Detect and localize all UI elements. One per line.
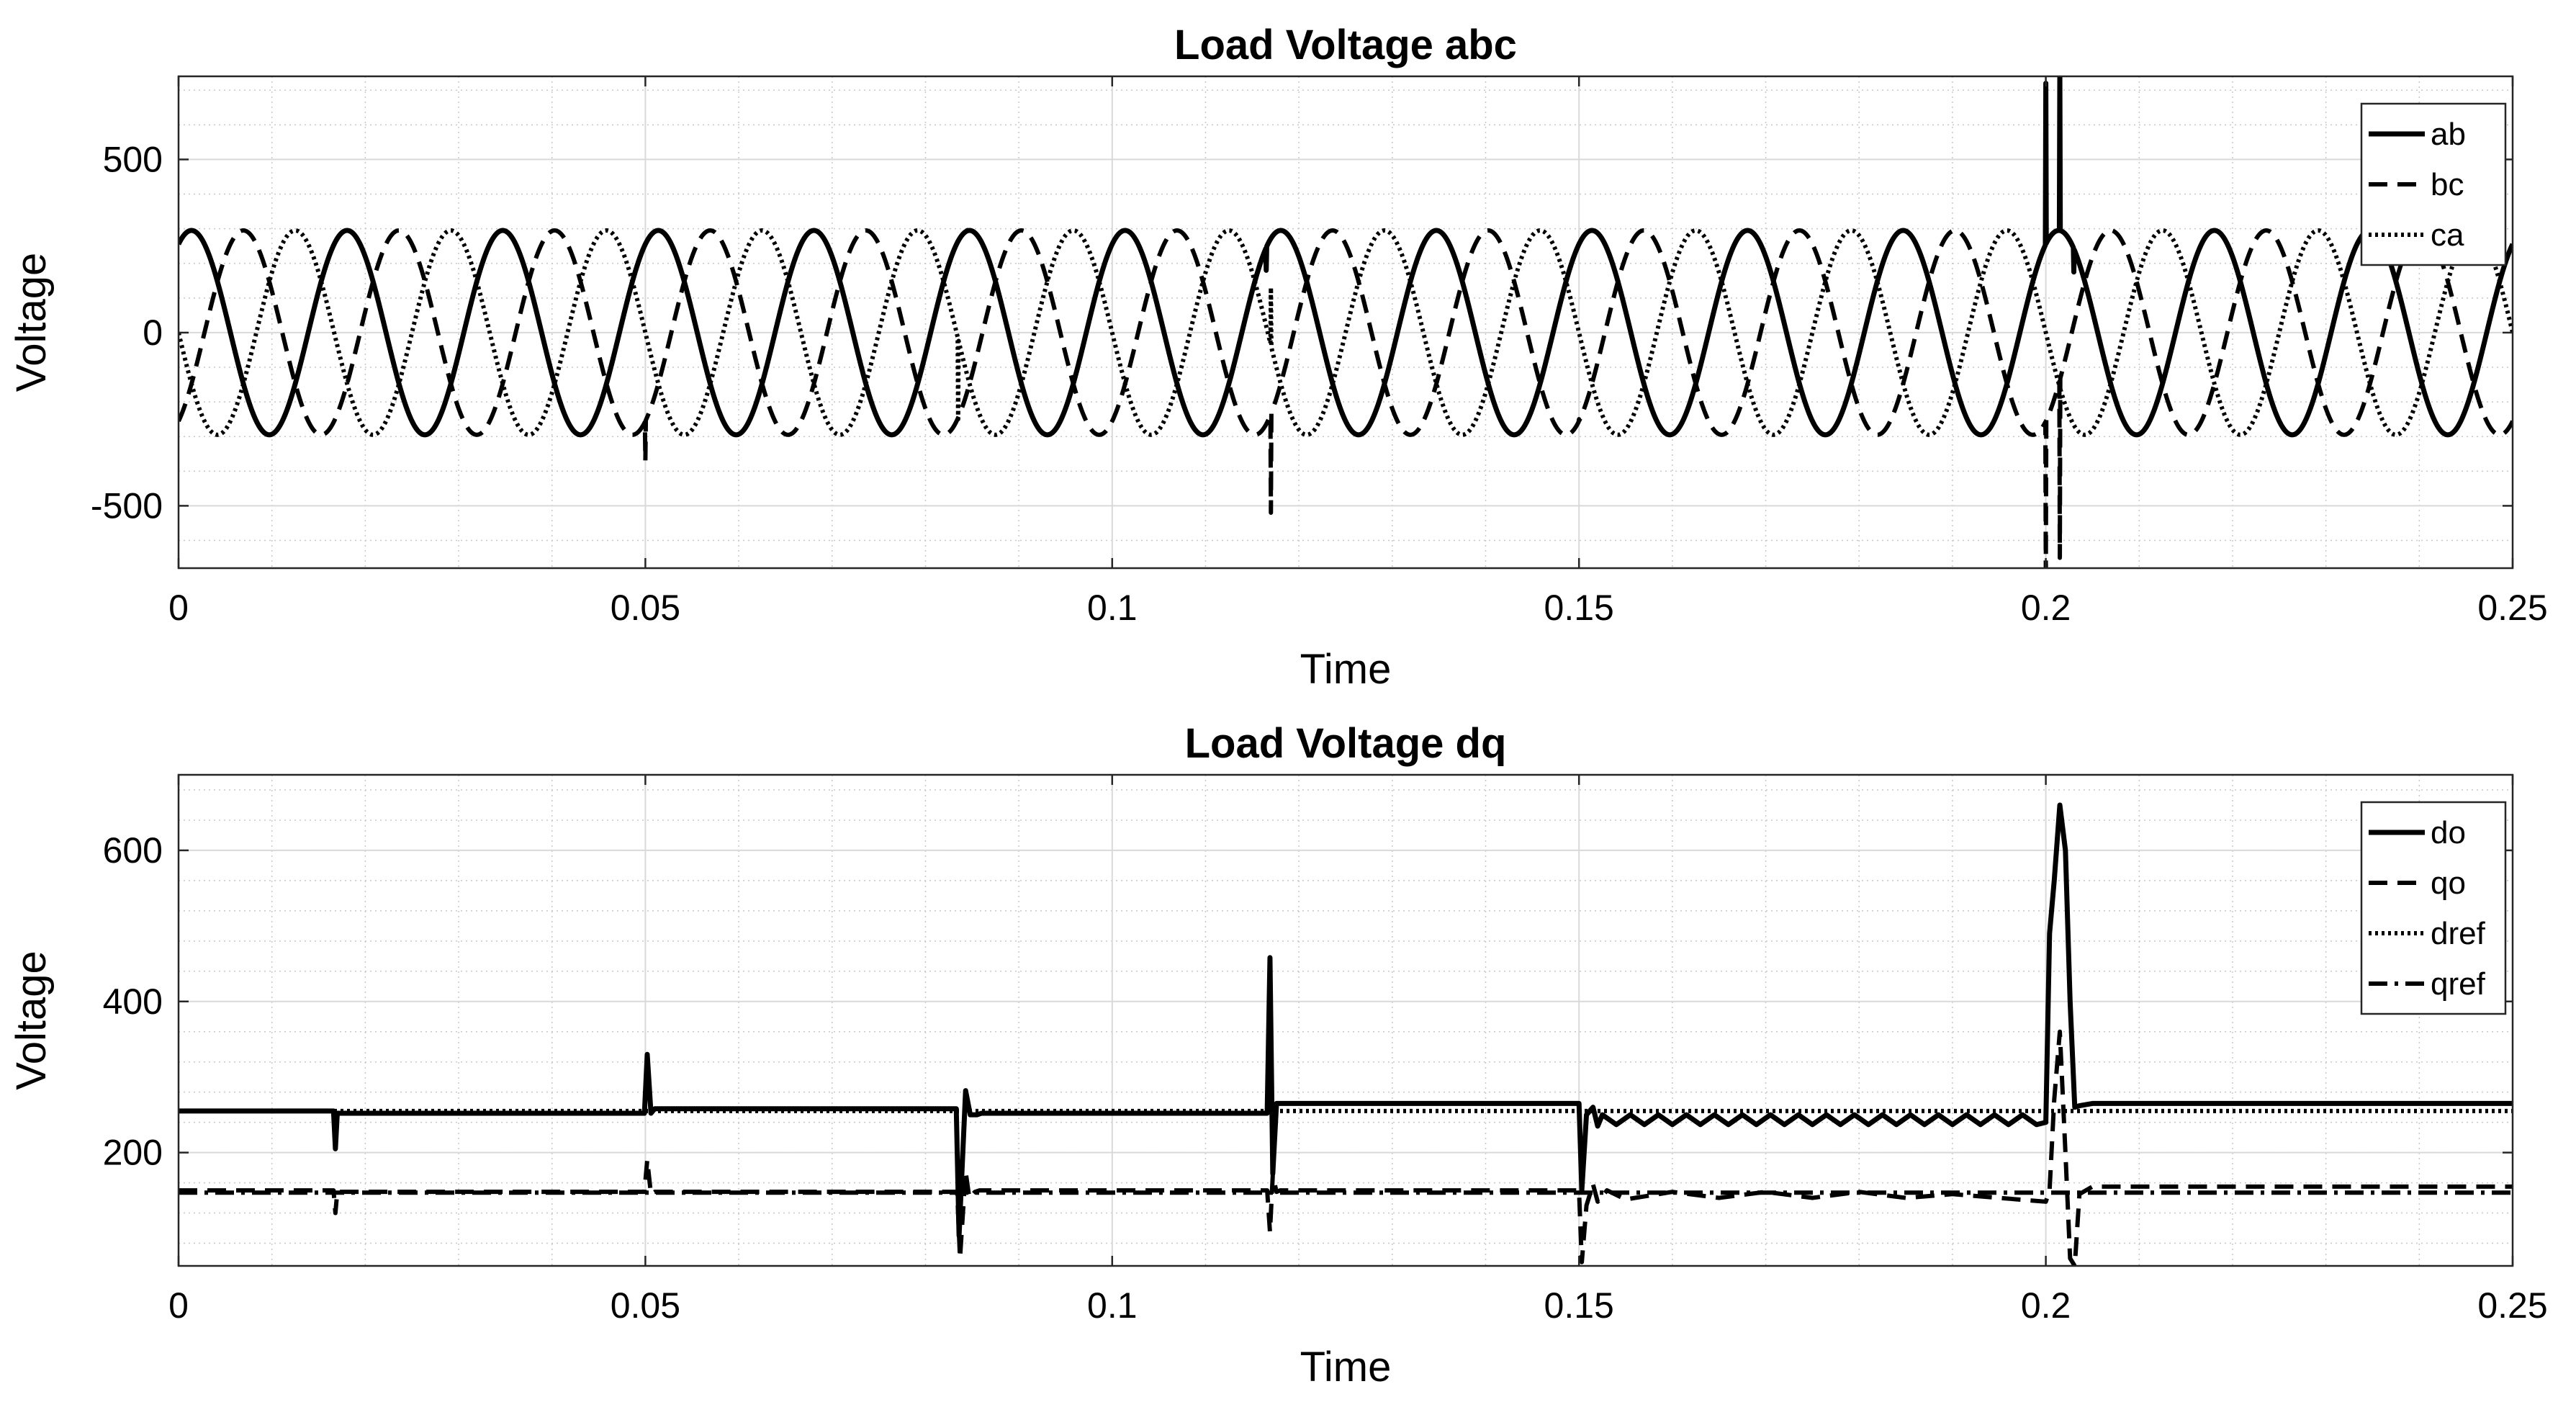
x-tick-label: 0.05 — [611, 1285, 680, 1326]
legend: ab bc ca — [2360, 102, 2507, 266]
series-line-qo — [179, 1029, 2513, 1266]
chart-load-voltage-abc: 0 0.05 0.1 0.15 0.2 0.25 -500 0 500 Load Voltage… — [8, 22, 2548, 693]
x-tick-label: 0.1 — [1087, 1285, 1138, 1326]
legend-label-qo: qo — [2431, 866, 2466, 901]
y-axis-label: Voltage — [8, 951, 55, 1090]
x-tick-label: 0.15 — [1544, 588, 1614, 628]
y-tick-label: 200 — [103, 1133, 163, 1173]
x-tick-label: 0.2 — [2021, 1285, 2071, 1326]
chart-title: Load Voltage dq — [1185, 720, 1507, 767]
series-line-bc — [179, 228, 2513, 568]
y-tick-label: 500 — [103, 139, 163, 179]
legend-label-ca: ca — [2431, 217, 2464, 253]
legend-box — [2360, 801, 2507, 1015]
legend-label-bc: bc — [2431, 167, 2464, 202]
series-layer — [179, 76, 2513, 568]
x-tick-label: 0.15 — [1544, 1285, 1614, 1326]
x-tick-label: 0.25 — [2477, 588, 2547, 628]
x-tick-label: 0.25 — [2477, 1285, 2547, 1326]
chart-load-voltage-dq: 0 0.05 0.1 0.15 0.2 0.25 200 400 600 Load Voltag… — [8, 720, 2548, 1390]
x-axis-label: Time — [1300, 1344, 1392, 1390]
y-tick-label: 400 — [103, 981, 163, 1022]
y-tick-label: -500 — [91, 485, 163, 526]
series-layer — [179, 802, 2513, 1266]
plot-area — [179, 775, 2513, 1266]
plot-border — [177, 773, 2514, 1267]
tick-layer: 0 0.05 0.1 0.15 0.2 0.25 200 400 600 — [103, 775, 2548, 1326]
plot-border — [177, 75, 2514, 570]
legend-label-ab: ab — [2431, 117, 2466, 152]
y-axis-label: Voltage — [8, 253, 55, 392]
y-tick-label: 600 — [103, 830, 163, 871]
legend: do qo dref qref — [2360, 801, 2507, 1015]
x-axis-label: Time — [1300, 646, 1392, 693]
x-tick-label: 0.05 — [611, 588, 680, 628]
chart-title: Load Voltage abc — [1174, 22, 1517, 68]
x-tick-label: 0 — [168, 1285, 189, 1326]
legend-label-qref: qref — [2431, 966, 2486, 1002]
series-line-do — [179, 802, 2513, 1239]
x-tick-label: 0.1 — [1087, 588, 1138, 628]
legend-label-do: do — [2431, 815, 2466, 850]
x-tick-label: 0.2 — [2021, 588, 2071, 628]
x-tick-label: 0 — [168, 588, 189, 628]
legend-label-dref: dref — [2431, 916, 2486, 951]
y-tick-label: 0 — [143, 313, 163, 353]
tick-layer: 0 0.05 0.1 0.15 0.2 0.25 -500 0 500 — [91, 76, 2548, 628]
series-line-ca — [179, 228, 2513, 437]
series-line-ab — [179, 76, 2513, 438]
plot-area — [179, 76, 2513, 568]
